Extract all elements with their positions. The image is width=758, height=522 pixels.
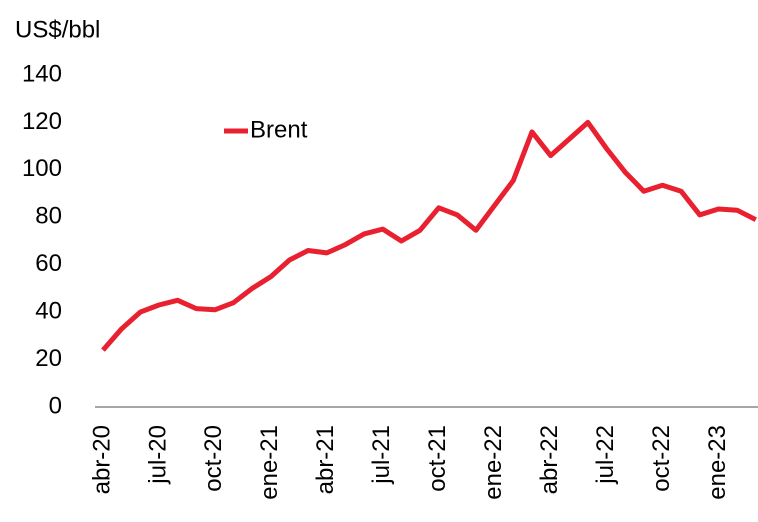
x-tick-label: abr-20 bbox=[88, 425, 115, 494]
y-tick-label: 140 bbox=[22, 60, 62, 87]
y-tick-label: 20 bbox=[35, 345, 62, 372]
y-tick-label: 60 bbox=[35, 250, 62, 277]
y-axis-label: US$/bbl bbox=[15, 16, 100, 43]
data-line bbox=[101, 119, 757, 352]
y-tick-label: 40 bbox=[35, 297, 62, 324]
y-tick-label: 0 bbox=[49, 392, 62, 419]
x-tick-label: abr-21 bbox=[312, 425, 339, 494]
x-tick-label: jul-20 bbox=[144, 425, 171, 485]
x-tick-label: ene-23 bbox=[704, 425, 731, 500]
x-tick-label: ene-21 bbox=[256, 425, 283, 500]
y-tick-label: 120 bbox=[22, 108, 62, 135]
x-tick-label: jul-22 bbox=[592, 425, 619, 485]
x-tick-label: oct-22 bbox=[648, 425, 675, 492]
y-tick-label: 100 bbox=[22, 155, 62, 182]
x-tick-label: jul-21 bbox=[368, 425, 395, 485]
x-tick-label: ene-22 bbox=[480, 425, 507, 500]
y-tick-label: 80 bbox=[35, 203, 62, 230]
x-tick-label: oct-21 bbox=[424, 425, 451, 492]
x-tick-label: oct-20 bbox=[200, 425, 227, 492]
x-tick-label: abr-22 bbox=[536, 425, 563, 494]
legend-label: Brent bbox=[250, 116, 308, 143]
